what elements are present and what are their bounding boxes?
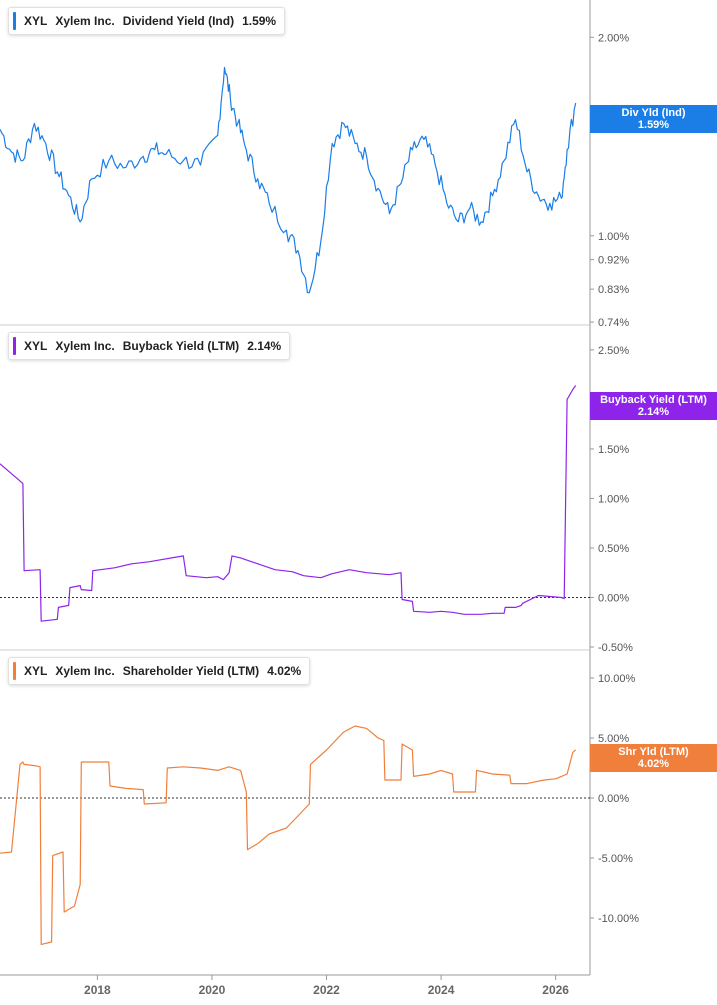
xtick-label: 2026	[542, 983, 569, 997]
buyback-legend-metric: Buyback Yield (LTM)	[122, 339, 240, 353]
shareholder-value-flag: Shr Yld (LTM) 4.02%	[590, 744, 717, 772]
shareholder-series-line	[0, 725, 577, 946]
dividend-ytick-label: 0.74%	[598, 317, 629, 329]
shareholder-flag-value: 4.02%	[637, 758, 670, 770]
buyback-value-flag: Buyback Yield (LTM) 2.14%	[590, 392, 717, 420]
buyback-series-line	[0, 385, 577, 622]
dividend-legend: XYL Xylem Inc. Dividend Yield (Ind) 1.59…	[8, 7, 286, 35]
buyback-ytick-label: 1.50%	[598, 444, 629, 456]
dividend-flag-value: 1.59%	[637, 119, 670, 131]
dividend-flag-label: Div Yld (Ind)	[621, 107, 686, 119]
shareholder-legend-ticker: XYL	[24, 664, 48, 678]
dividend-legend-swatch	[13, 12, 16, 30]
buyback-ytick-label: 0.50%	[598, 543, 629, 555]
dividend-legend-ticker: XYL	[24, 14, 48, 28]
xtick-label: 2018	[84, 983, 111, 997]
buyback-legend-swatch	[13, 337, 16, 355]
dividend-legend-value: 1.59%	[242, 14, 277, 28]
shareholder-legend-swatch	[13, 662, 16, 680]
dividend-legend-company: Xylem Inc.	[55, 14, 115, 28]
dividend-ytick-label: 0.92%	[598, 255, 629, 267]
buyback-ytick-label: 1.00%	[598, 493, 629, 505]
dividend-ytick-label: 1.00%	[598, 231, 629, 243]
shareholder-flag-label: Shr Yld (LTM)	[618, 746, 689, 758]
shareholder-ytick-label: 0.00%	[598, 793, 629, 805]
dividend-value-flag: Div Yld (Ind) 1.59%	[590, 105, 717, 133]
shareholder-legend-metric: Shareholder Yield (LTM)	[122, 664, 260, 678]
dividend-ytick-label: 2.00%	[598, 32, 629, 44]
shareholder-ytick-label: 10.00%	[598, 673, 636, 685]
dividend-legend-metric: Dividend Yield (Ind)	[122, 14, 235, 28]
shareholder-ytick-label: -5.00%	[598, 853, 633, 865]
xtick-label: 2024	[428, 983, 455, 997]
buyback-legend-company: Xylem Inc.	[55, 339, 115, 353]
xtick-label: 2022	[313, 983, 340, 997]
buyback-legend-value: 2.14%	[247, 339, 282, 353]
buyback-legend-ticker: XYL	[24, 339, 48, 353]
buyback-flag-value: 2.14%	[637, 406, 670, 418]
buyback-flag-label: Buyback Yield (LTM)	[600, 394, 707, 406]
buyback-ytick-label: 2.50%	[598, 345, 629, 357]
dividend-series-line	[0, 66, 577, 294]
shareholder-legend-value: 4.02%	[267, 664, 302, 678]
dividend-ytick-label: 0.83%	[598, 284, 629, 296]
shareholder-ytick-label: 5.00%	[598, 733, 629, 745]
buyback-legend: XYL Xylem Inc. Buyback Yield (LTM) 2.14%	[8, 332, 291, 360]
xtick-label: 2020	[199, 983, 226, 997]
buyback-ytick-label: -0.50%	[598, 642, 633, 654]
shareholder-ytick-label: -10.00%	[598, 913, 639, 925]
buyback-ytick-label: 0.00%	[598, 592, 629, 604]
shareholder-legend-company: Xylem Inc.	[55, 664, 115, 678]
shareholder-legend: XYL Xylem Inc. Shareholder Yield (LTM) 4…	[8, 657, 311, 685]
